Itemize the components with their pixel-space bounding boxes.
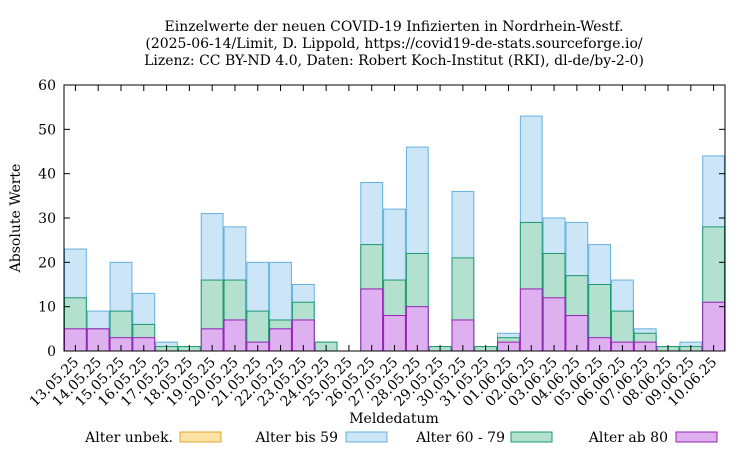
legend-swatch-alter-ab-80 <box>675 431 718 443</box>
bar-alter-ab-80-15 <box>405 306 429 352</box>
legend-swatch-alter-unbek <box>179 431 222 443</box>
y-axis-label: Absolute Werte <box>8 164 24 274</box>
y-tick-label: 60 <box>38 78 56 94</box>
y-tick-label: 40 <box>38 167 56 183</box>
bar-alter-ab-80-21 <box>542 297 566 352</box>
bar-alter-ab-80-28 <box>702 301 726 352</box>
legend-swatch-alter-60-79 <box>510 431 553 443</box>
legend-label-alter-ab-80: Alter ab 80 <box>588 430 668 446</box>
title-line-1: Einzelwerte der neuen COVID-19 Infiziert… <box>165 19 624 35</box>
y-tick-label: 20 <box>38 255 56 271</box>
y-tick-label: 10 <box>38 300 56 316</box>
y-tick-label: 30 <box>38 211 56 227</box>
bar-group <box>64 115 726 352</box>
legend-label-alter-bis-59: Alter bis 59 <box>254 430 338 446</box>
legend-label-alter-unbek: Alter unbek. <box>84 430 173 446</box>
legend-swatch-alter-bis-59 <box>345 431 388 443</box>
y-tick-label: 50 <box>38 122 56 138</box>
legend-label-alter-60-79: Alter 60 - 79 <box>415 430 505 446</box>
bar-alter-ab-80-20 <box>519 288 543 352</box>
bar-alter-ab-80-13 <box>360 288 384 352</box>
y-tick-label: 0 <box>47 344 56 360</box>
x-axis-label: Meldedatum <box>349 411 439 427</box>
title-line-2: (2025-06-14/Limit, D. Lippold, https://c… <box>145 36 643 52</box>
chart-title: Einzelwerte der neuen COVID-19 Infiziert… <box>144 19 644 69</box>
legend: Alter unbek. Alter bis 59 Alter 60 - 79 Alt… <box>84 430 718 446</box>
title-line-3: Lizenz: CC BY-ND 4.0, Daten: Robert Koch… <box>144 53 644 69</box>
